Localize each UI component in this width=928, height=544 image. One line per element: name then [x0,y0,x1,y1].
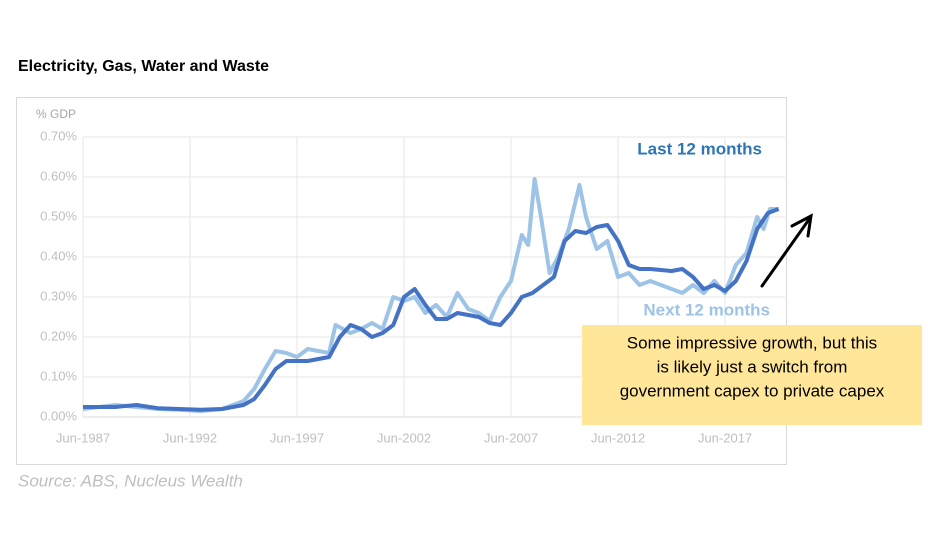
plot-area: 0.00% 0.10% 0.20% 0.30% 0.40% 0.50% 0.60% 0.70%… [40,128,785,445]
x-tick-label: Jun-2012 [591,430,645,445]
y-axis-label: % GDP [36,107,76,121]
x-tick-label: Jun-2007 [484,430,538,445]
x-tick-label: Jun-1992 [163,430,217,445]
series-line [83,207,780,412]
legend-label: Last 12 months [637,139,762,158]
y-tick-label: 0.00% [40,408,77,423]
note-text: is likely just a switch from [657,357,848,376]
y-tick-label: 0.20% [40,328,77,343]
note-box [582,325,922,425]
arrow-head [790,213,813,238]
arrow [760,213,813,288]
x-tick-label: Jun-2002 [377,430,431,445]
y-tick-label: 0.30% [40,288,77,303]
y-tick-label: 0.40% [40,248,77,263]
y-tick-label: 0.60% [40,168,77,183]
y-tick-label: 0.50% [40,208,77,223]
chart-frame [16,97,787,465]
y-tick-label: 0.70% [40,128,77,143]
x-tick-label: Jun-1997 [270,430,324,445]
x-tick-label: Jun-1987 [56,430,110,445]
legend-label: Next 12 months [643,300,770,319]
y-tick-label: 0.10% [40,368,77,383]
chart-title: Electricity, Gas, Water and Waste [18,58,269,75]
arrow-shaft [760,216,812,288]
x-tick-label: Jun-2017 [698,430,752,445]
note-text: Some impressive growth, but this [627,333,877,352]
source: Source: ABS, Nucleus Wealth [18,471,243,490]
note: Some impressive growth, but this is like… [582,325,922,425]
note-text: government capex to private capex [620,381,885,400]
